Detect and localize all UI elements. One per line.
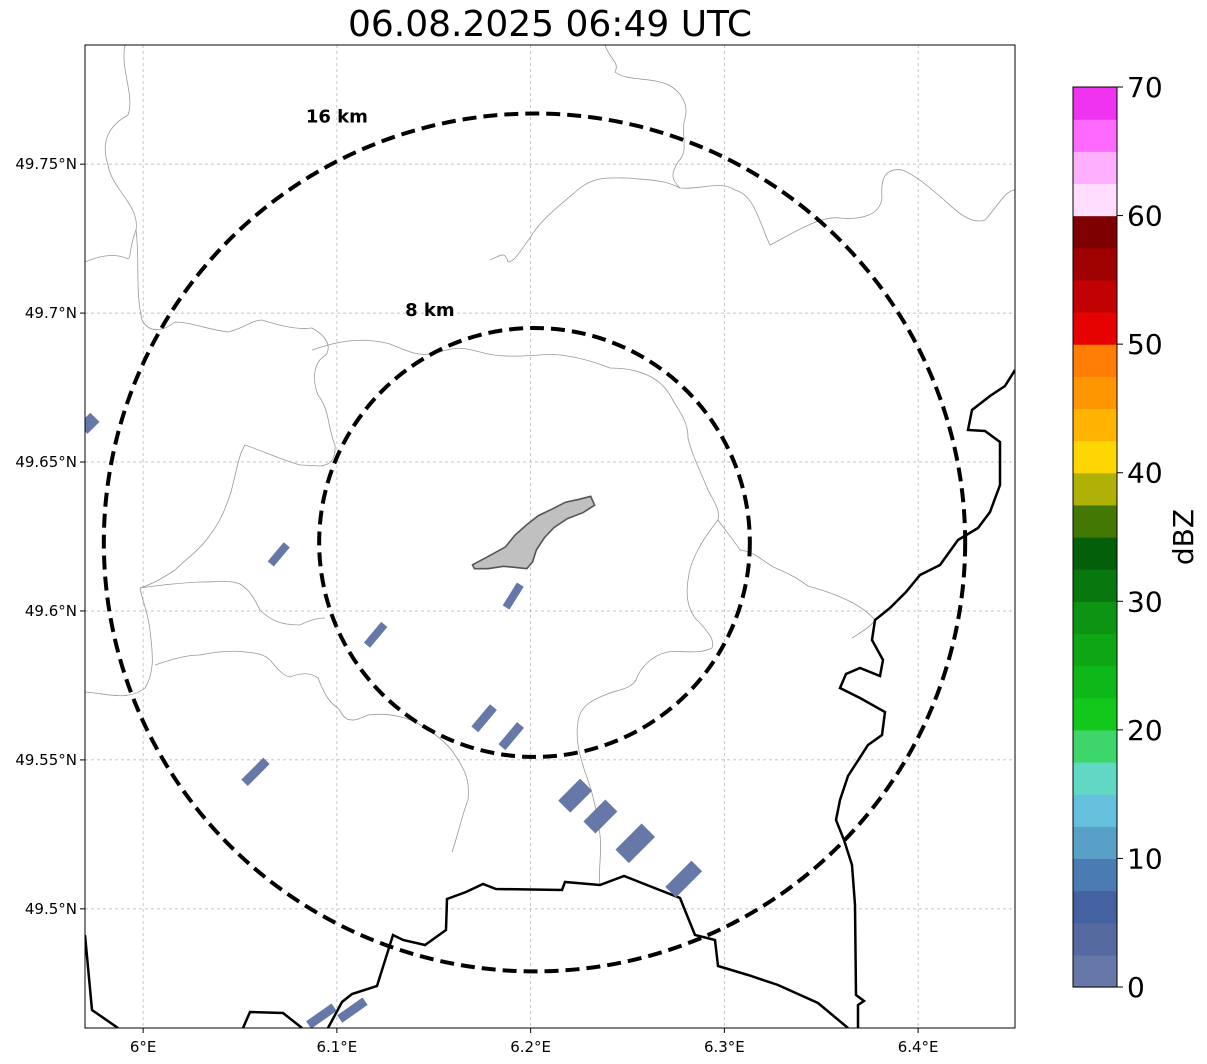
y-tick-label: 49.55°N — [15, 751, 77, 769]
colorbar-segment — [1073, 312, 1117, 345]
map-title: 06.08.2025 06:49 UTC — [347, 4, 753, 45]
colorbar-segment — [1073, 440, 1117, 474]
colorbar-segment — [1073, 922, 1117, 956]
plot-frame — [84, 44, 1016, 1029]
city-area — [471, 495, 596, 570]
colorbar-segment — [1073, 729, 1117, 763]
range-ring-label: 16 km — [306, 106, 368, 127]
colorbar-label: dBZ — [1167, 509, 1200, 565]
colorbar-segment — [1073, 601, 1117, 635]
x-tick-label: 6.1°E — [316, 1038, 357, 1056]
colorbar: 0 10 20 30 40 50 60 70 dBZ — [1072, 71, 1200, 1004]
x-tick-label: 6.4°E — [898, 1038, 939, 1056]
colorbar-segment — [1073, 408, 1117, 442]
y-tick-label: 49.75°N — [15, 155, 77, 173]
range-ring — [317, 325, 752, 759]
x-tick-label: 6°E — [130, 1038, 157, 1056]
colorbar-segment — [1073, 537, 1117, 570]
colorbar-tick-label: 70 — [1127, 71, 1163, 104]
radar-echo — [558, 778, 593, 813]
radar-echo — [241, 757, 270, 786]
colorbar-segment — [1073, 376, 1117, 410]
range-ring — [101, 111, 968, 974]
radar-echo — [583, 799, 618, 834]
radar-echo — [267, 542, 290, 567]
axis-ticks: 6°E 6.1°E 6.2°E 6.3°E 6.4°E 49.5°N 49.55°N 49.6… — [15, 155, 938, 1056]
radar-echoes — [85, 412, 703, 1028]
y-tick-label: 49.6°N — [25, 602, 77, 620]
colorbar-segment — [1073, 247, 1117, 281]
radar-echo — [337, 997, 368, 1023]
radar-echo — [471, 704, 497, 733]
colorbar-segment — [1073, 215, 1117, 249]
colorbar-tick-label: 20 — [1127, 714, 1163, 747]
colorbar-segment — [1073, 954, 1117, 988]
radar-echo — [85, 412, 100, 434]
y-tick-label: 49.7°N — [25, 304, 77, 322]
radar-echo — [498, 722, 525, 751]
colorbar-segment — [1073, 794, 1117, 827]
colorbar-segment — [1073, 87, 1117, 120]
colorbar-segment — [1073, 633, 1117, 667]
colorbar-segment — [1073, 569, 1117, 602]
radar-echo — [615, 823, 656, 864]
boundaries — [85, 45, 1015, 1028]
colorbar-tick-label: 30 — [1127, 585, 1163, 618]
colorbar-tick-label: 60 — [1127, 200, 1163, 233]
range-rings — [101, 111, 968, 974]
y-tick-label: 49.5°N — [25, 900, 77, 918]
radar-echo — [363, 621, 388, 648]
colorbar-segment — [1073, 697, 1117, 731]
colorbar-segment — [1073, 504, 1117, 538]
radar-echo — [306, 1003, 337, 1028]
x-tick-label: 6.3°E — [704, 1038, 745, 1056]
gridlines — [85, 45, 1015, 1028]
y-tick-label: 49.65°N — [15, 453, 77, 471]
colorbar-segment — [1073, 183, 1117, 217]
colorbar-segment — [1073, 119, 1117, 152]
city-outline — [471, 495, 596, 570]
radar-echo — [665, 860, 703, 898]
colorbar-segment — [1073, 826, 1117, 860]
colorbar-tick-label: 10 — [1127, 842, 1163, 875]
x-tick-label: 6.2°E — [510, 1038, 551, 1056]
range-ring-labels: 8 km 16 km — [306, 106, 455, 321]
colorbar-frame — [1072, 86, 1118, 988]
colorbar-segment — [1073, 762, 1117, 795]
national-border — [85, 369, 1015, 1028]
colorbar-segment — [1073, 279, 1117, 313]
colorbar-segment — [1073, 665, 1117, 699]
colorbar-tick-label: 40 — [1127, 457, 1163, 490]
colorbar-tick-label: 0 — [1127, 971, 1145, 1004]
colorbar-segment — [1073, 472, 1117, 506]
colorbar-segment — [1073, 858, 1117, 892]
municipal-boundaries — [85, 45, 1015, 886]
radar-echo — [502, 582, 524, 610]
range-ring-label: 8 km — [405, 300, 455, 321]
colorbar-segment — [1073, 151, 1117, 185]
colorbar-segment — [1073, 890, 1117, 924]
colorbar-segment — [1073, 344, 1117, 377]
colorbar-tick-label: 50 — [1127, 328, 1163, 361]
